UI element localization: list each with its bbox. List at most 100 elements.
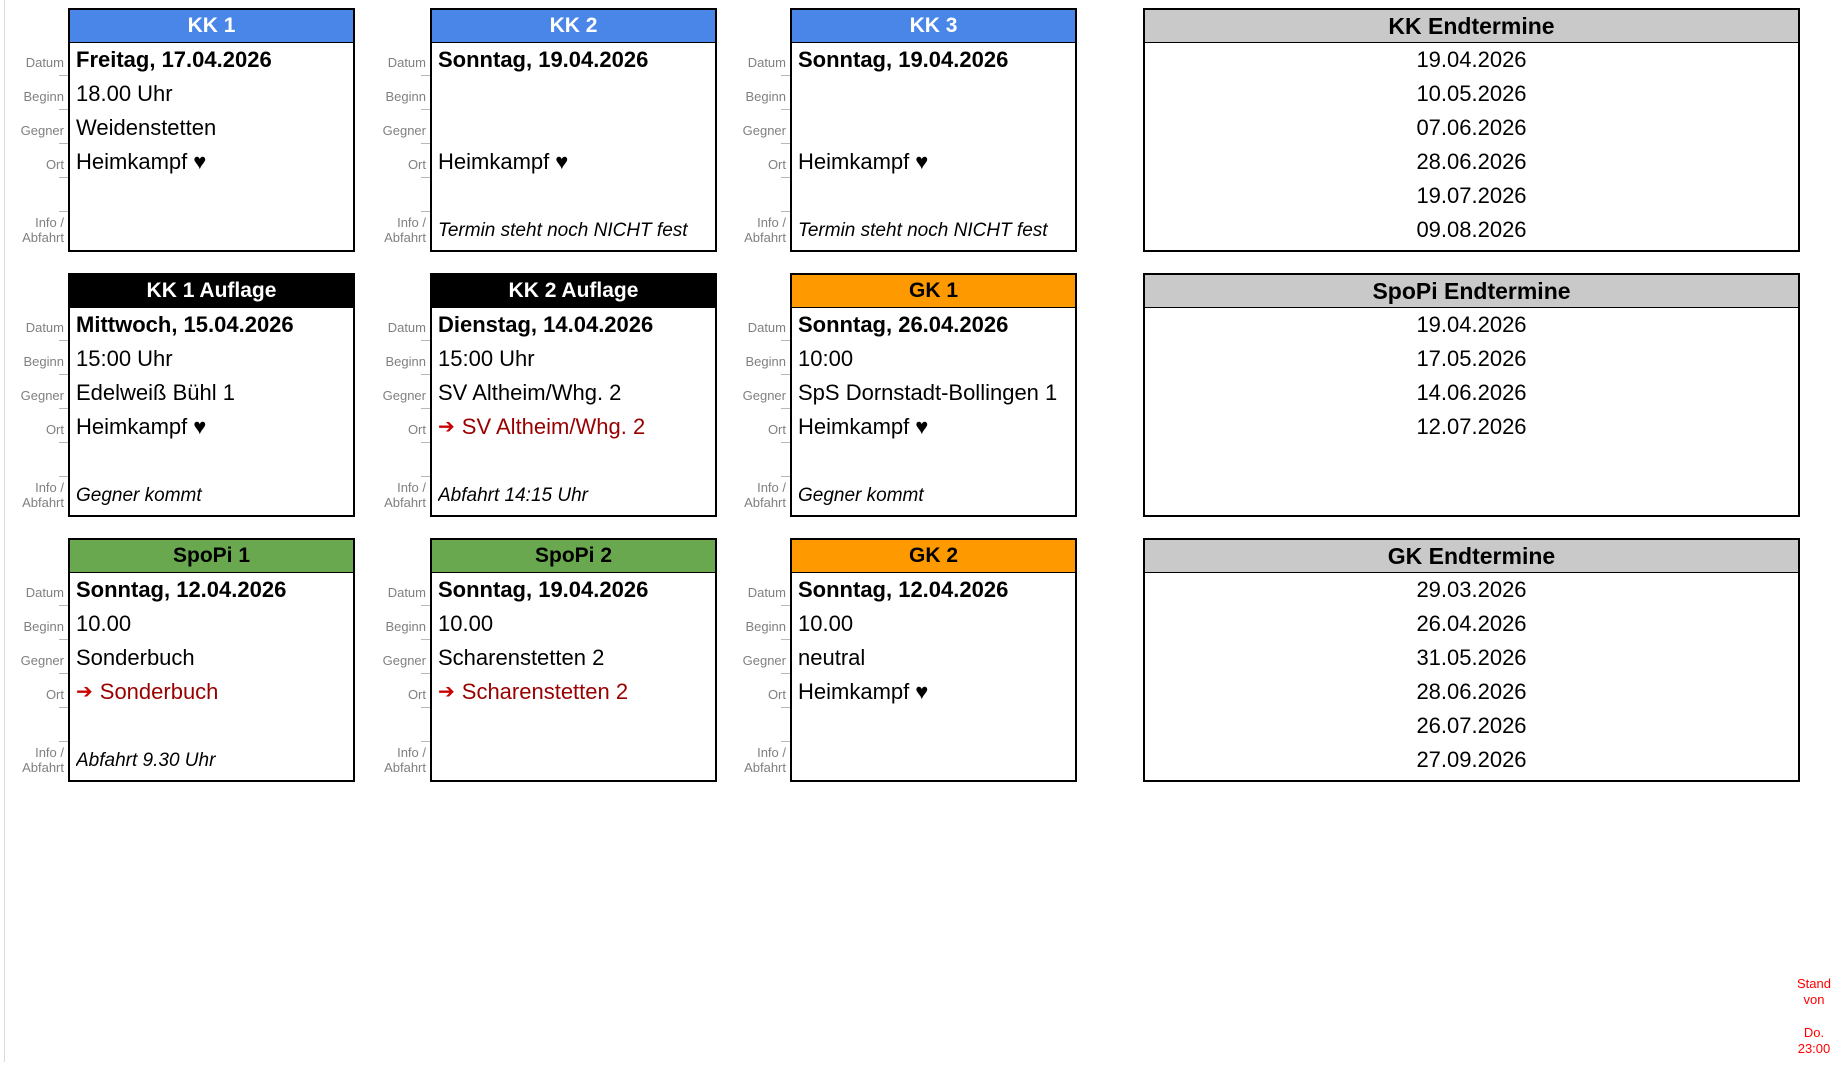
row-label-beginn: Beginn — [745, 619, 786, 634]
stand-notice-label: Stand von — [1797, 976, 1831, 1007]
endtermine-date: 26.07.2026 — [1416, 713, 1527, 738]
gridline-stub — [421, 605, 430, 606]
gridline-stub — [59, 639, 68, 640]
ort-home-text: Heimkampf — [798, 679, 910, 704]
heart-icon: ♥ — [915, 414, 929, 439]
gridline-stub — [421, 177, 430, 178]
row-label-beginn: Beginn — [23, 89, 64, 104]
endtermine-date: 14.06.2026 — [1416, 380, 1527, 405]
info-abfahrt-value: Termin steht noch NICHT fest — [438, 220, 688, 241]
endtermine-title: SpoPi Endtermine — [1145, 275, 1798, 308]
endtermine-date: 28.06.2026 — [1416, 149, 1527, 174]
ort-value: Heimkampf ♥ — [70, 410, 353, 444]
gridline-stub — [421, 75, 430, 76]
card-spopi-1: SpoPi 1 Sonntag, 12.04.2026 10.00 Sonderbuc… — [68, 538, 355, 782]
row-label-gegner: Gegner — [20, 123, 64, 138]
row-label-beginn: Beginn — [385, 619, 426, 634]
heart-icon: ♥ — [193, 414, 207, 439]
row-label-datum: Datum — [25, 55, 64, 70]
card-gk-2: GK 2 Sonntag, 12.04.2026 10.00 neutral Heimk… — [790, 538, 1077, 782]
row-label-gegner: Gegner — [382, 653, 426, 668]
row-label-gegner: Gegner — [742, 653, 786, 668]
gridline-stub — [421, 673, 430, 674]
beginn-value: 10.00 — [798, 611, 854, 636]
row-label-datum: Datum — [747, 320, 786, 335]
row-label-ort: Ort — [767, 422, 786, 437]
card-title: SpoPi 2 — [432, 540, 715, 573]
gridline-stub — [421, 741, 430, 742]
gegner-value: neutral — [798, 645, 866, 670]
endtermine-box-spopi-endtermine: SpoPi Endtermine 19.04.2026 17.05.2026 14.0… — [1143, 273, 1800, 517]
gridline-stub — [59, 605, 68, 606]
gridline-stub — [781, 408, 790, 409]
gegner-value: Scharenstetten 2 — [438, 645, 605, 670]
gridline-stub — [59, 109, 68, 110]
gegner-value: SpS Dornstadt-Bollingen 1 — [798, 380, 1058, 405]
ort-value: Heimkampf ♥ — [792, 145, 1075, 179]
ort-value: Heimkampf ♥ — [432, 145, 715, 179]
row-label-beginn: Beginn — [385, 354, 426, 369]
beginn-value: 18.00 Uhr — [76, 81, 173, 106]
row-label-gegner: Gegner — [20, 653, 64, 668]
card-kk-1-auflage: KK 1 Auflage Mittwoch, 15.04.2026 15:00 Uh… — [68, 273, 355, 517]
row-label-datum: Datum — [387, 320, 426, 335]
card-kk-3: KK 3 Sonntag, 19.04.2026 Heimkampf ♥ Termin … — [790, 8, 1077, 252]
gridline-stub — [781, 177, 790, 178]
row-label-info-abfahrt: Info / Abfahrt — [22, 745, 64, 775]
endtermine-date: 29.03.2026 — [1416, 577, 1527, 602]
datum-value: Sonntag, 12.04.2026 — [798, 577, 1009, 602]
datum-value: Sonntag, 19.04.2026 — [438, 47, 649, 72]
gridline-stub — [781, 442, 790, 443]
window-left-edge — [4, 0, 5, 1062]
endtermine-date: 31.05.2026 — [1416, 645, 1527, 670]
gridline-stub — [59, 476, 68, 477]
gridline-stub — [59, 408, 68, 409]
gridline-stub — [781, 374, 790, 375]
row-label-info-abfahrt: Info / Abfahrt — [384, 745, 426, 775]
row-label-gegner: Gegner — [20, 388, 64, 403]
gridline-stub — [421, 340, 430, 341]
stand-notice: Stand von Do. 23:00 — [1786, 976, 1842, 1057]
row-label-info-abfahrt: Info / Abfahrt — [744, 215, 786, 245]
ort-value: Heimkampf ♥ — [792, 410, 1075, 444]
heart-icon: ♥ — [193, 149, 207, 174]
gegner-value: Weidenstetten — [76, 115, 217, 140]
beginn-value: 10.00 — [438, 611, 494, 636]
gridline-stub — [59, 442, 68, 443]
away-arrow-icon: ➔ — [438, 416, 455, 438]
row-label-beginn: Beginn — [23, 354, 64, 369]
card-title: KK 1 — [70, 10, 353, 43]
gegner-value — [432, 111, 715, 145]
endtermine-date: 28.06.2026 — [1416, 679, 1527, 704]
gridline-stub — [59, 75, 68, 76]
row-label-info-abfahrt: Info / Abfahrt — [384, 215, 426, 245]
row-label-datum: Datum — [387, 585, 426, 600]
row-label-ort: Ort — [767, 687, 786, 702]
row-label-datum: Datum — [25, 585, 64, 600]
gridline-stub — [59, 211, 68, 212]
endtermine-date: 10.05.2026 — [1416, 81, 1527, 106]
gegner-value: Sonderbuch — [76, 645, 195, 670]
card-kk-2: KK 2 Sonntag, 19.04.2026 Heimkampf ♥ Termin … — [430, 8, 717, 252]
ort-home-text: Heimkampf — [798, 414, 910, 439]
gridline-stub — [781, 75, 790, 76]
datum-value: Sonntag, 26.04.2026 — [798, 312, 1009, 337]
row-label-ort: Ort — [407, 687, 426, 702]
gridline-stub — [781, 741, 790, 742]
row-label-datum: Datum — [747, 55, 786, 70]
away-arrow-icon: ➔ — [438, 681, 455, 703]
away-arrow-icon: ➔ — [76, 681, 93, 703]
endtermine-date: 07.06.2026 — [1416, 115, 1527, 140]
gridline-stub — [781, 143, 790, 144]
gridline-stub — [59, 374, 68, 375]
ort-value: ➔ Sonderbuch — [70, 675, 353, 709]
endtermine-date: 12.07.2026 — [1416, 414, 1527, 439]
beginn-value — [432, 77, 715, 111]
card-title: KK 2 — [432, 10, 715, 43]
stand-notice-value: Do. 23:00 — [1797, 1025, 1831, 1056]
gridline-stub — [59, 673, 68, 674]
ort-away-text: Scharenstetten 2 — [461, 679, 629, 704]
gridline-stub — [781, 639, 790, 640]
row-label-datum: Datum — [747, 585, 786, 600]
info-abfahrt-value: Termin steht noch NICHT fest — [798, 220, 1048, 241]
